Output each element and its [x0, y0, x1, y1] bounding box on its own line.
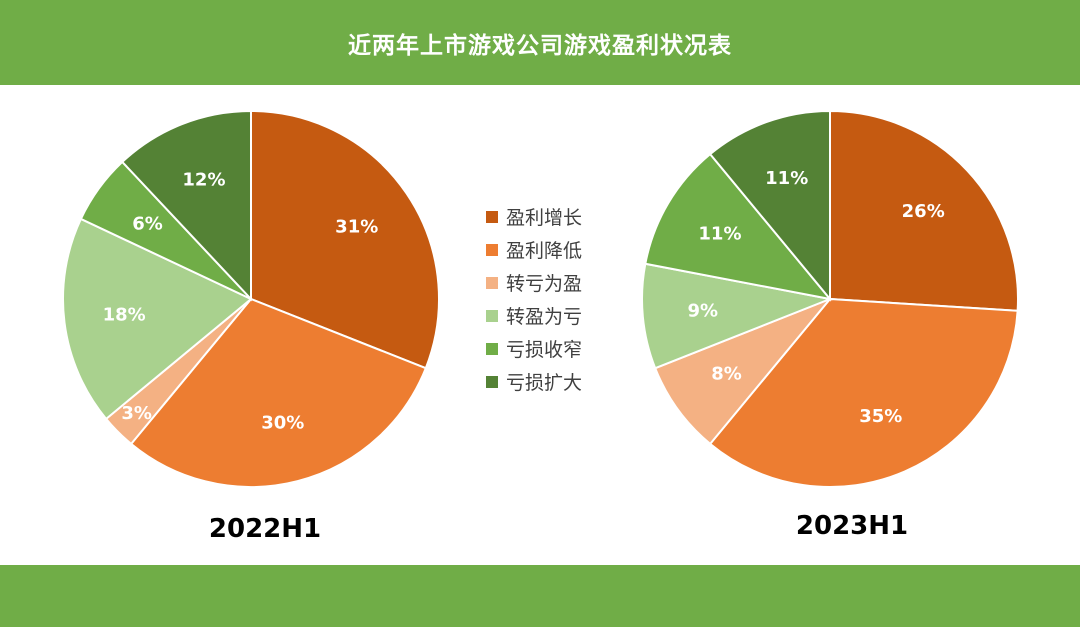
legend-label: 亏损收窄	[506, 339, 583, 361]
pie-slice	[708, 297, 1019, 488]
page-title: 近两年上市游戏公司游戏盈利状况表	[348, 32, 732, 59]
legend-item: 转亏为盈	[486, 266, 582, 299]
slice-data-label: 8%	[711, 364, 742, 385]
slice-data-label: 35%	[859, 406, 902, 427]
legend-label: 转盈为亏	[506, 306, 583, 328]
pie-slice	[829, 109, 1020, 312]
slice-data-label: 3%	[121, 403, 152, 424]
slice-data-label: 11%	[698, 223, 741, 244]
slice-data-label: 12%	[182, 170, 225, 191]
pie-slice	[708, 109, 831, 302]
legend-swatch	[486, 375, 498, 388]
legend-item: 亏损收窄	[486, 332, 582, 365]
pie-slice	[644, 152, 833, 301]
slice-data-label: 9%	[687, 301, 718, 322]
legend-label: 盈利降低	[506, 240, 583, 262]
legend-swatch	[486, 210, 498, 223]
legend-item: 盈利降低	[486, 233, 582, 266]
footer-bar	[0, 565, 1080, 627]
slice-data-label: 30%	[261, 412, 304, 433]
pie-slice	[62, 217, 253, 421]
slice-data-label: 6%	[132, 213, 163, 234]
legend-swatch	[486, 309, 498, 322]
legend-label: 亏损扩大	[506, 372, 583, 394]
pie-slice	[129, 297, 428, 488]
legend-label: 盈利增长	[506, 207, 583, 229]
slice-data-label: 11%	[765, 168, 808, 189]
chart-title-2023h1: 2023H1	[795, 511, 909, 541]
legend-label: 转亏为盈	[506, 273, 583, 295]
slice-data-label: 26%	[902, 201, 945, 222]
legend-item: 盈利增长	[486, 200, 582, 233]
header-bar: 近两年上市游戏公司游戏盈利状况表	[0, 0, 1080, 85]
pie-slice	[641, 262, 834, 370]
legend-swatch	[486, 342, 498, 355]
pie-slice	[653, 298, 831, 446]
pie-slice	[120, 109, 252, 302]
legend-swatch	[486, 276, 498, 289]
legend: 盈利增长 盈利降低 转亏为盈 转盈为亏 亏损收窄 亏损扩大	[486, 200, 582, 398]
pie-slice	[250, 109, 440, 370]
slice-data-label: 31%	[335, 217, 378, 238]
slice-data-label: 18%	[103, 305, 146, 326]
chart-title-2022h1: 2022H1	[208, 514, 322, 544]
legend-item: 转盈为亏	[486, 299, 582, 332]
legend-swatch	[486, 243, 498, 256]
legend-item: 亏损扩大	[486, 365, 582, 398]
